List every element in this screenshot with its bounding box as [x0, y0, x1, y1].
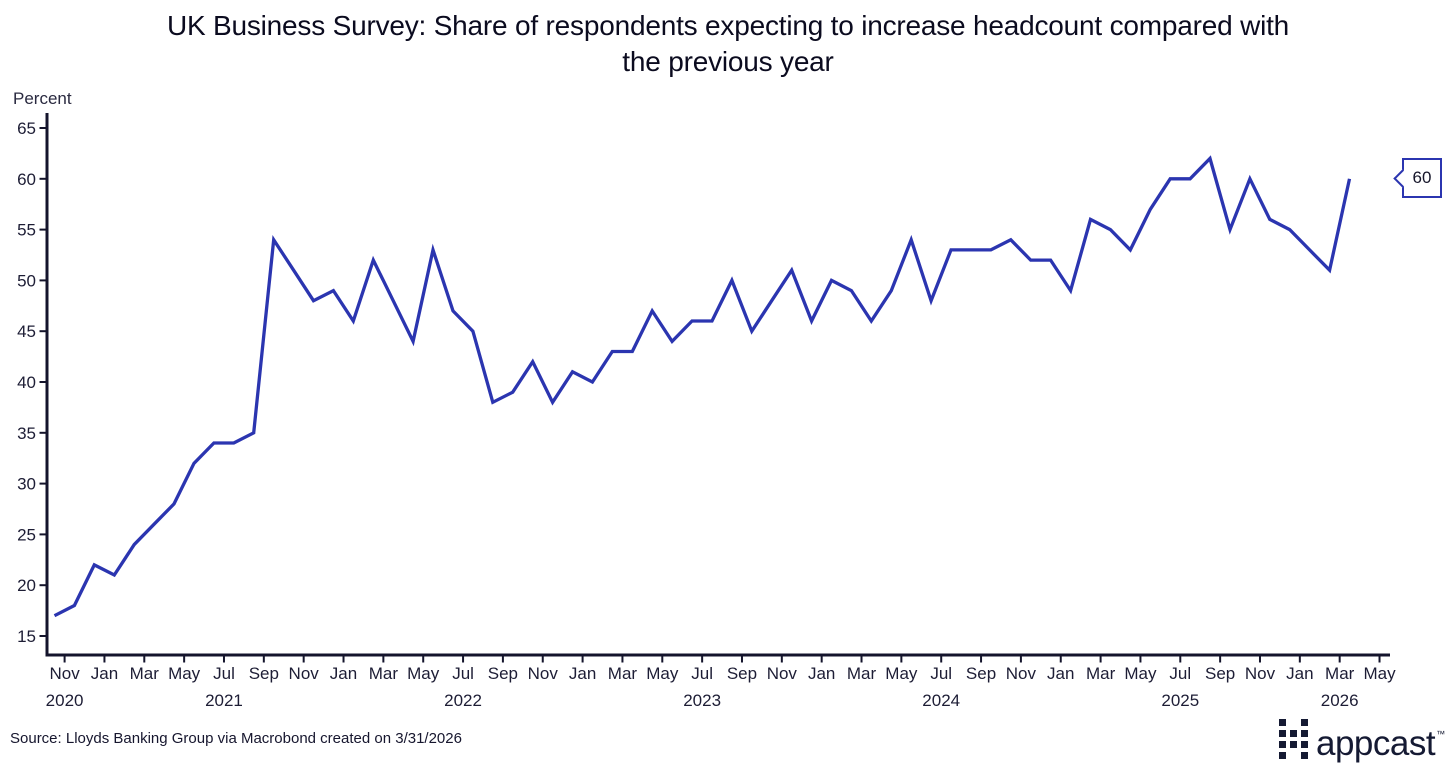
y-tick-label: 20 [17, 576, 36, 595]
x-tick-label: Nov [289, 664, 320, 683]
x-year-label: 2020 [46, 691, 84, 710]
x-tick-label: Sep [966, 664, 996, 683]
x-tick-label: May [885, 664, 918, 683]
y-tick-label: 60 [17, 170, 36, 189]
x-tick-label: May [1124, 664, 1157, 683]
x-tick-label: Nov [767, 664, 798, 683]
appcast-grid-icon [1279, 719, 1308, 759]
y-tick-label: 15 [17, 627, 36, 646]
x-tick-label: May [168, 664, 201, 683]
x-year-label: 2024 [922, 691, 960, 710]
x-tick-label: May [1363, 664, 1396, 683]
data-line [53, 155, 1352, 618]
y-tick-label: 30 [17, 475, 36, 494]
x-tick-label: Mar [130, 664, 160, 683]
x-tick-label: May [646, 664, 679, 683]
x-tick-label: Nov [1006, 664, 1037, 683]
chart-title: UK Business Survey: Share of respondents… [0, 8, 1456, 80]
callout-value: 60 [1412, 168, 1432, 187]
x-tick-label: Jul [213, 664, 235, 683]
x-tick-label: Jan [569, 664, 596, 683]
appcast-logo-text: appcast™ [1316, 712, 1445, 766]
x-tick-label: Jan [1047, 664, 1074, 683]
y-tick-label: 65 [17, 119, 36, 138]
x-tick-label: Nov [528, 664, 559, 683]
x-tick-label: Nov [49, 664, 80, 683]
x-tick-label: Sep [488, 664, 518, 683]
y-tick-label: 55 [17, 221, 36, 240]
x-tick-label: Sep [727, 664, 757, 683]
x-tick-label: Mar [847, 664, 877, 683]
x-tick-label: Jan [91, 664, 118, 683]
x-tick-label: May [407, 664, 440, 683]
x-year-label: 2022 [444, 691, 482, 710]
chart-title-line2: the previous year [622, 46, 834, 77]
last-value-callout: 60 [1393, 158, 1442, 198]
source-note: Source: Lloyds Banking Group via Macrobo… [10, 730, 462, 747]
y-tick-label: 50 [17, 271, 36, 290]
x-tick-label: Jan [330, 664, 357, 683]
x-tick-label: Mar [608, 664, 638, 683]
x-tick-label: Jul [930, 664, 952, 683]
y-tick-label: 25 [17, 525, 36, 544]
trademark-symbol: ™ [1436, 729, 1445, 739]
appcast-logo: appcast™ [1279, 712, 1445, 766]
x-tick-label: Nov [1245, 664, 1276, 683]
x-tick-label: Jan [1286, 664, 1313, 683]
x-tick-label: Jan [808, 664, 835, 683]
y-axis-title: Percent [13, 89, 72, 108]
x-year-label: 2021 [205, 691, 243, 710]
x-tick-label: Jul [1169, 664, 1191, 683]
x-year-label: 2025 [1161, 691, 1199, 710]
chart-title-line1: UK Business Survey: Share of respondents… [166, 10, 1290, 41]
x-tick-label: Mar [1086, 664, 1116, 683]
y-tick-label: 35 [17, 424, 36, 443]
x-tick-label: Mar [369, 664, 399, 683]
y-tick-label: 40 [17, 373, 36, 392]
x-tick-label: Mar [1325, 664, 1355, 683]
x-year-label: 2026 [1321, 691, 1359, 710]
x-tick-label: Jul [452, 664, 474, 683]
y-tick-label: 45 [17, 322, 36, 341]
appcast-wordmark: appcast [1316, 724, 1436, 763]
x-year-label: 2023 [683, 691, 721, 710]
x-tick-label: Sep [1205, 664, 1235, 683]
x-tick-label: Jul [691, 664, 713, 683]
x-tick-label: Sep [249, 664, 279, 683]
